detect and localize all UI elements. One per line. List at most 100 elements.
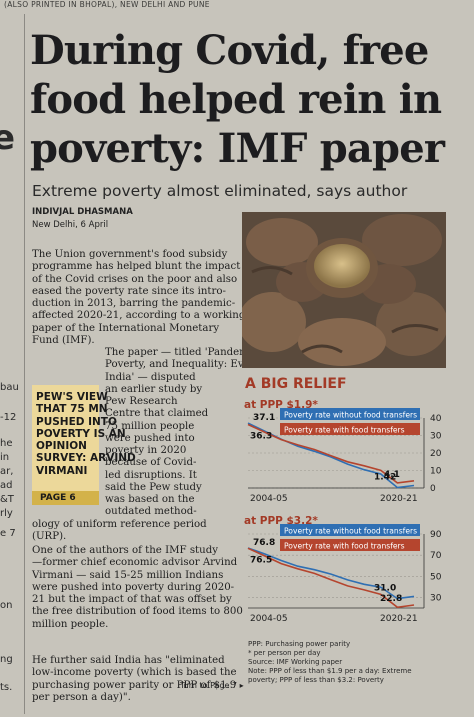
fragment-text: ng	[0, 654, 13, 665]
column-divider	[24, 14, 25, 714]
text-line: were pushed into poverty during 2020-	[32, 581, 235, 593]
legend-swatch	[280, 539, 420, 551]
data-label: 4.1	[384, 470, 400, 480]
fragment-text: on	[0, 600, 13, 611]
headline: During Covid, free food helped rein in p…	[30, 26, 470, 173]
legend-swatch	[280, 524, 420, 536]
headline-line: poverty: IMF paper	[30, 125, 445, 172]
text-line: Pew Research	[105, 396, 178, 407]
article-paragraph-4: He further said India has "eliminated low…	[32, 655, 242, 704]
text-line: eased the poverty rate since its intro-	[32, 285, 226, 297]
article-paragraph-2: The paper — titled 'Pandemic, Poverty, an…	[105, 347, 306, 519]
text-line: affected 2020-21, according to a working	[32, 310, 246, 322]
article-paragraph-2-end: ology of uniform reference period (URP).	[32, 519, 242, 544]
y-tick-label: 30	[430, 593, 442, 603]
article-paragraph-3: One of the authors of the IMF study —form…	[32, 545, 243, 631]
fragment-text: e	[0, 118, 16, 158]
chart-source-notes: PPP: Purchasing power parity * per person…	[248, 640, 448, 685]
series-line-without-food-transfers	[247, 547, 415, 600]
text-line: said the Pew study	[105, 481, 202, 493]
fragment-text: &T	[0, 494, 14, 505]
text-line: ology of uniform reference period	[32, 519, 207, 530]
text-line: outdated method-	[105, 506, 197, 518]
data-label: 76.5	[250, 555, 272, 565]
y-tick-label: 20	[430, 449, 442, 459]
text-line: Centre that claimed	[105, 408, 209, 420]
headline-line: During Covid, free	[30, 27, 429, 74]
text-line: the free distribution of food items to 8…	[32, 606, 243, 618]
note-line: * per person per day	[248, 649, 321, 657]
headline-line: food helped rein in	[30, 76, 442, 123]
page-reference-tag: PAGE 6	[32, 491, 99, 505]
legend-label: Poverty rate with food transfers	[284, 426, 405, 435]
legend-label: Poverty rate without food transfers	[284, 411, 417, 420]
pull-quote-line: SURVEY: ARVIND	[36, 452, 136, 465]
x-tick-label: 2020-21	[380, 494, 418, 504]
fragment-text: ts.	[0, 682, 13, 693]
article-paragraph-1: The Union government's food subsidy progr…	[32, 249, 246, 347]
text-line: poverty in 2020	[105, 445, 187, 456]
text-line: He further said India has "eliminated	[32, 655, 225, 666]
legend-swatch	[280, 423, 420, 435]
fragment-text: rly	[0, 508, 13, 519]
series-line-with-food-transfers	[247, 547, 415, 609]
text-line: 21 but the impact of that was offset by	[32, 594, 232, 605]
note-line: PPP: Purchasing power parity	[248, 640, 351, 648]
x-tick-label: 2020-21	[380, 614, 418, 624]
text-line: Fund (IMF).	[32, 334, 95, 346]
legend-label: Poverty rate with food transfers	[284, 542, 405, 551]
text-line: India' — disputed	[105, 371, 196, 383]
x-tick-label: 2004-05	[250, 614, 288, 624]
pull-quote-text: PEW'S VIEW THAT 75 MN PUSHED INTO POVERTY I…	[36, 391, 136, 477]
text-line: Poverty, and Inequality: Evidence from	[105, 359, 306, 371]
pull-quote-box: PEW'S VIEW THAT 75 MN PUSHED INTO POVERTY I…	[32, 385, 136, 505]
y-tick-label: 10	[430, 467, 442, 477]
fragment-text: -12	[0, 412, 17, 423]
text-line: purchasing power parity or PPP of $1.9	[32, 679, 237, 691]
text-line: per person a day)".	[32, 691, 131, 703]
text-line: an earlier study by	[105, 383, 203, 395]
y-tick-label: 50	[430, 572, 442, 582]
fragment-text: ad	[0, 480, 13, 491]
chart-title: A BIG RELIEF	[245, 376, 347, 392]
note-line: poverty; PPP of less than $3.2: Poverty	[248, 676, 384, 684]
text-line: duction in 2013, barring the pandemic-	[32, 298, 236, 309]
pull-quote-line: THAT 75 MN	[36, 403, 108, 416]
y-tick-label: 40	[430, 414, 442, 424]
dateline: New Delhi, 6 April	[32, 220, 109, 230]
fragment-text: in	[0, 452, 10, 463]
text-line: The Union government's food subsidy	[32, 249, 228, 260]
text-line: paper of the International Monetary	[32, 322, 220, 334]
pull-quote-line: PEW'S VIEW	[36, 391, 108, 403]
text-line: (URP).	[32, 531, 67, 543]
text-line: Virmani — said 15-25 million Indians	[32, 569, 224, 581]
text-line: were pushed into	[105, 432, 195, 444]
data-label: 22.8	[380, 594, 402, 604]
data-label: 1.42	[374, 473, 396, 483]
byline: Indivjal Dhasmana	[32, 207, 133, 217]
y-tick-label: 0	[430, 484, 436, 494]
fragment-text: he	[0, 438, 13, 449]
text-line: programme has helped blunt the impact	[32, 261, 241, 273]
continued-link[interactable]: Turn to Page 7 ▸	[180, 681, 244, 690]
text-line: of the Covid crises on the poor and also	[32, 273, 238, 285]
y-tick-label: 30	[430, 432, 442, 442]
text-line: —former chief economic advisor Arvind	[32, 557, 238, 569]
legend-swatch	[280, 408, 420, 420]
text-line: 75 million people	[105, 420, 195, 432]
fragment-text: ar,	[0, 466, 14, 477]
pull-quote-line: OPINION	[36, 440, 87, 453]
hands-holding-grain-photo	[242, 212, 446, 368]
pull-quote-line: PUSHED INTO	[36, 415, 117, 428]
pull-quote-line: POVERTY IS AN	[36, 427, 126, 440]
x-tick-label: 2004-05	[250, 494, 288, 504]
pull-quote-line: VIRMANI	[36, 464, 88, 477]
masthead-strip: (ALSO PRINTED IN BHOPAL), NEW DELHI AND …	[4, 0, 210, 9]
text-line: One of the authors of the IMF study	[32, 545, 218, 556]
legend-label: Poverty rate without food transfers	[284, 527, 417, 536]
text-line: led disruptions. It	[105, 469, 197, 481]
note-line: Note: PPP of less than $1.9 per a day: E…	[248, 667, 412, 675]
y-tick-label: 70	[430, 551, 442, 561]
